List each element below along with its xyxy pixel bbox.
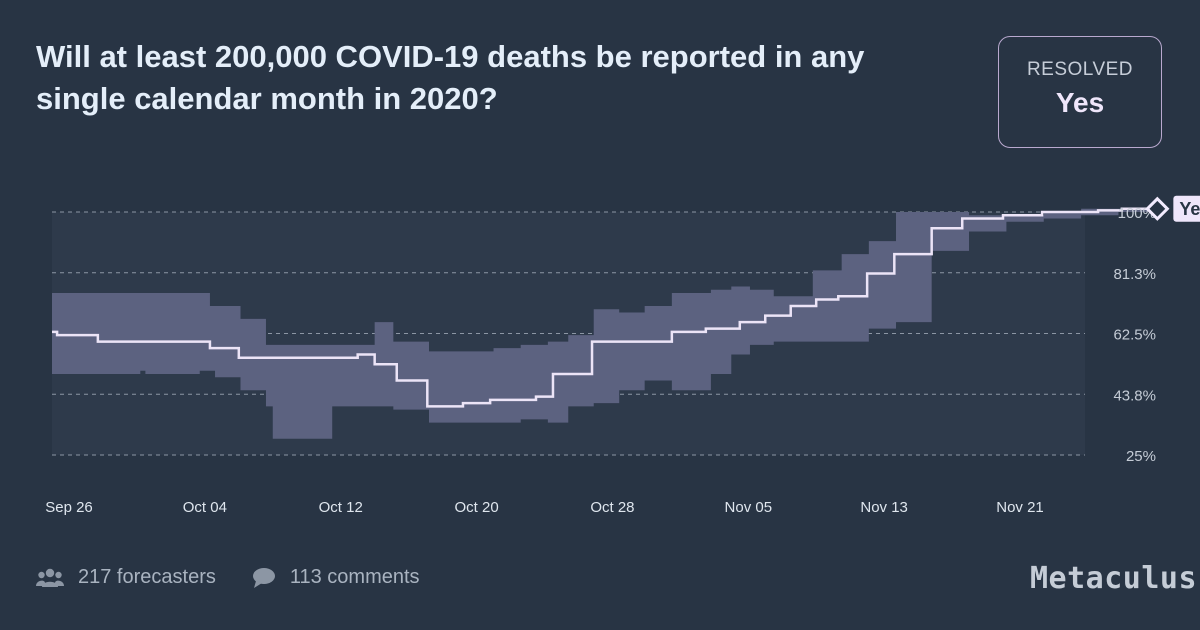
resolution-marker: Yes <box>1145 195 1200 222</box>
x-tick-label: Oct 12 <box>319 499 363 516</box>
question-stats: 217 forecasters 113 comments <box>36 566 456 589</box>
comment-icon <box>252 567 275 588</box>
forecast-chart: 25%43.8%62.5%81.3%100% Sep 26 Oct 04 Oct 1… <box>45 195 1200 516</box>
resolution-badge: RESOLVED Yes <box>998 36 1162 148</box>
resolution-tag <box>1173 195 1200 222</box>
forecasters-stat: 217 forecasters <box>36 566 216 589</box>
y-tick-label: 25% <box>1126 448 1156 465</box>
x-tick-label: Nov 13 <box>860 499 908 516</box>
metaculus-logo: Metaculus <box>1030 561 1198 596</box>
x-tick-label: Nov 21 <box>996 499 1044 516</box>
x-tick-label: Nov 05 <box>725 499 773 516</box>
x-axis-ticks: Sep 26 Oct 04 Oct 12 Oct 20 Oct 28 Nov 05 Nov … <box>45 499 1044 516</box>
y-tick-label: 81.3% <box>1113 266 1156 283</box>
median-line <box>52 207 1148 408</box>
x-tick-label: Oct 20 <box>454 499 498 516</box>
users-icon <box>36 568 64 587</box>
y-tick-label: 43.8% <box>1113 387 1156 404</box>
resolution-tag-label: Yes <box>1179 199 1200 219</box>
y-tick-label: 62.5% <box>1113 327 1156 344</box>
comments-stat: 113 comments <box>252 566 420 589</box>
forecast-band <box>52 208 1148 439</box>
x-tick-label: Oct 28 <box>590 499 634 516</box>
x-tick-label: Oct 04 <box>183 499 227 516</box>
resolution-label: RESOLVED <box>1026 59 1134 80</box>
resolution-value: Yes <box>1055 87 1105 118</box>
comments-count: 113 comments <box>289 566 420 588</box>
y-axis-ticks: 25%43.8%62.5%81.3%100% <box>1113 205 1156 465</box>
resolution-diamond-icon <box>1145 196 1170 221</box>
question-title: Will at least 200,000 COVID-19 deaths be… <box>36 39 865 116</box>
x-tick-label: Sep 26 <box>45 499 93 516</box>
forecasters-count: 217 forecasters <box>78 566 216 588</box>
